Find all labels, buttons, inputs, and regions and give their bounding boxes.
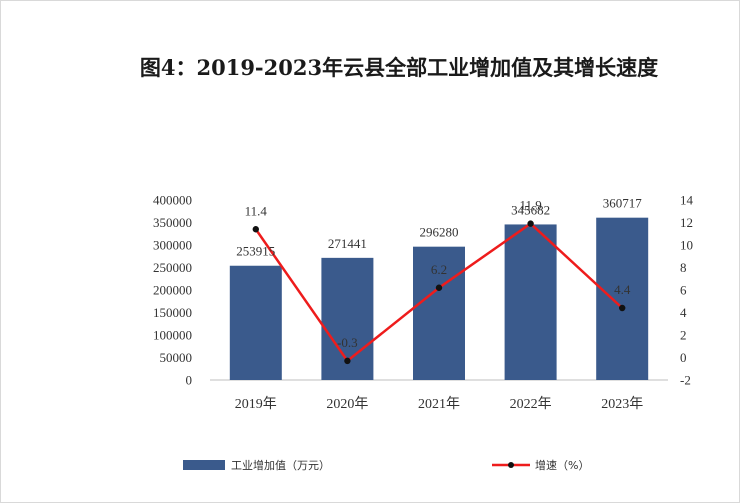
growth-value-label: 11.4 [245,203,268,218]
growth-value-label: -0.3 [337,335,358,350]
y-right-tick-label: 6 [680,283,687,298]
bar [229,265,282,380]
bar-value-label: 253915 [236,244,275,259]
chart-title: 图4：2019-2023年云县全部工业增加值及其增长速度 [139,55,659,80]
bar-series [229,217,649,380]
bar [596,217,649,380]
x-tick-label: 2023年 [601,396,643,412]
y-left-tick-label: 150000 [153,305,192,320]
y-left-tick-label: 350000 [153,215,192,230]
bar [413,246,465,380]
bar-value-label: 345682 [511,202,550,217]
y-left-tick-label: 50000 [160,350,193,365]
y-left-tick-label: 250000 [153,260,192,275]
bar-value-label: 296280 [420,225,459,240]
bar-value-label: 360717 [603,196,643,211]
growth-value-label: 6.2 [431,262,447,277]
legend-label-line: 增速（%） [535,458,589,472]
x-tick-label: 2020年 [326,396,368,412]
x-tick-label: 2019年 [235,396,277,412]
growth-value-label: 4.4 [614,282,631,297]
line-series [252,220,626,365]
y-left-tick-label: 300000 [153,238,192,253]
legend-label-bar: 工业增加值（万元） [231,458,330,472]
y-right-tick-label: 2 [680,328,687,343]
y-right-tick-label: 8 [680,260,687,275]
legend: 工业增加值（万元） 增速（%） [183,458,589,472]
y-left-tick-label: 0 [186,373,193,388]
growth-value-label: 11.9 [519,198,541,213]
legend-marker [508,462,514,468]
y-right-tick-label: -2 [680,373,691,388]
x-tick-label: 2022年 [510,396,552,412]
y-right-tick-label: 4 [680,305,687,320]
y-right-tick-label: 14 [680,193,694,208]
y-right-tick-label: 0 [680,350,687,365]
y-right-tick-label: 12 [680,215,693,230]
y-left-tick-label: 200000 [153,283,192,298]
growth-point [619,304,626,312]
y-left-tick-label: 400000 [153,193,192,208]
legend-swatch-bar [183,460,225,470]
bar-value-label: 271441 [328,236,367,251]
growth-point [252,226,259,233]
y-left-tick-label: 100000 [153,328,192,343]
growth-point [435,284,443,291]
growth-point [344,357,351,365]
axes: 0 50000 100000 150000 200000 250000 300000 3500… [153,193,694,413]
x-tick-label: 2021年 [418,396,460,412]
bar [504,224,557,380]
y-right-tick-label: 10 [680,238,693,253]
data-labels: 253915 271441 296280 345682 360717 11.4 -0.3 6.… [236,196,642,350]
growth-point [527,220,534,227]
